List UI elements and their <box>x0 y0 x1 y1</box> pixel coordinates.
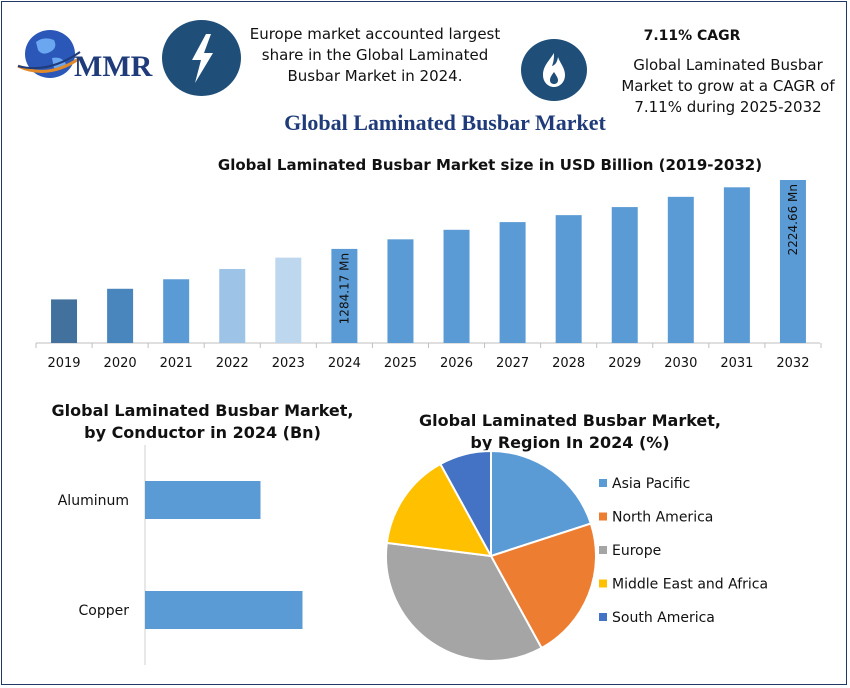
bar-2032 <box>779 180 806 343</box>
x-tick-label: 2023 <box>272 356 305 371</box>
conductor-chart-title: Global Laminated Busbar Market, by Condu… <box>51 401 354 442</box>
globe-icon <box>17 30 81 78</box>
x-tick-label: 2029 <box>608 356 641 371</box>
x-tick-label: 2026 <box>440 356 473 371</box>
cagr-note: Global Laminated Busbar Market to grow a… <box>621 56 835 116</box>
legend-swatch <box>599 579 607 588</box>
bar-2024 <box>331 248 358 343</box>
pie-slice-south-america <box>439 449 492 557</box>
pie-slice-asia-pacific <box>490 449 593 558</box>
bar-2021 <box>163 279 190 343</box>
cagr-title: 7.11% CAGR <box>643 28 741 44</box>
conductor-bar-chart: Aluminum Copper <box>58 445 303 665</box>
category-label: Aluminum <box>58 493 129 509</box>
legend-swatch <box>599 546 607 554</box>
x-tick-label: 2032 <box>776 356 809 371</box>
bar-2031 <box>723 187 750 343</box>
flame-icon <box>543 53 565 87</box>
bar-2025 <box>387 239 414 343</box>
bar-2027 <box>499 222 526 343</box>
legend-swatch <box>599 512 607 521</box>
bar-2029 <box>611 207 638 343</box>
bar-aluminum <box>145 481 261 519</box>
x-tick-label: 2024 <box>328 356 361 371</box>
legend-swatch <box>599 613 607 621</box>
bar-chart-title: Global Laminated Busbar Market size in U… <box>217 156 763 174</box>
pie-chart-title: Global Laminated Busbar Market, by Regio… <box>419 411 721 452</box>
bar-2026 <box>443 229 470 343</box>
bar-2023 <box>275 257 302 343</box>
bar-2022 <box>219 268 246 343</box>
flame-badge <box>521 39 587 101</box>
x-tick-label: 2031 <box>720 356 753 371</box>
x-tick-label: 2020 <box>104 356 137 371</box>
main-title: Global Laminated Busbar Market <box>284 110 606 135</box>
europe-note: Europe market accounted largest share in… <box>249 25 501 85</box>
bar-2028 <box>555 215 582 343</box>
bar-data-label: 2224.66 Mn <box>786 184 800 255</box>
region-pie-chart: Asia Pacific North America Europe Middle Ea… <box>385 449 768 662</box>
x-tick-label: 2022 <box>216 356 249 371</box>
x-tick-label: 2030 <box>664 356 697 371</box>
pie-slice-middle-east-and-africa <box>385 462 493 558</box>
x-tick-label: 2028 <box>552 356 585 371</box>
x-tick-label: 2025 <box>384 356 417 371</box>
legend-label: Asia Pacific <box>612 476 690 492</box>
legend-swatch <box>599 479 607 487</box>
bar-2020 <box>107 288 134 343</box>
lightning-icon <box>192 34 213 83</box>
legend-label: South America <box>612 610 715 626</box>
x-tick-label: 2019 <box>47 356 80 371</box>
bar-2019 <box>51 299 78 343</box>
category-label: Copper <box>79 603 130 619</box>
legend-label: North America <box>612 510 713 526</box>
pie-slice-north-america <box>489 522 597 650</box>
logo-text: MMR <box>74 50 153 83</box>
x-tick-label: 2021 <box>160 356 193 371</box>
pie-slice-europe <box>385 541 543 662</box>
bar-copper <box>145 591 303 629</box>
legend-label: Europe <box>612 543 661 559</box>
legend-label: Middle East and Africa <box>612 577 768 593</box>
x-tick-label: 2027 <box>496 356 529 371</box>
lightning-badge <box>162 20 241 96</box>
market-size-bar-chart: 2019 2020 2021 2022 2023 2024 2025 2026 2027 2028… <box>35 180 822 371</box>
bar-data-label: 1284.17 Mn <box>337 253 351 324</box>
bar-2030 <box>667 196 694 343</box>
